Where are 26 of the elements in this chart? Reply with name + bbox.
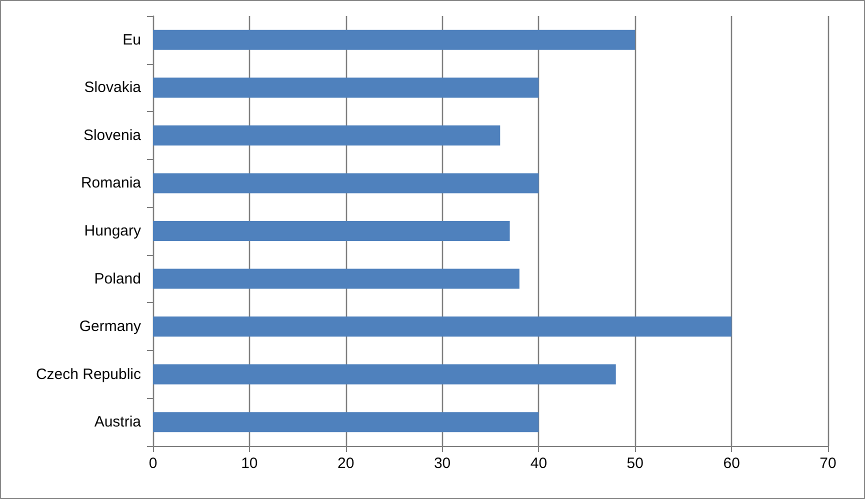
bar <box>153 125 500 146</box>
bar <box>153 78 539 98</box>
y-tick-label: Poland <box>94 270 141 288</box>
x-tick-label: 40 <box>530 455 548 472</box>
bar <box>153 268 520 289</box>
bar <box>153 30 636 50</box>
x-tick-label: 10 <box>241 455 258 472</box>
y-tick-label: Hungary <box>84 222 142 240</box>
y-tick-label: Romania <box>80 174 142 192</box>
y-tick-label: Austria <box>94 414 142 431</box>
y-tick-label: Slovakia <box>84 79 142 96</box>
y-tick-label: Czech Republic <box>36 366 142 383</box>
x-tick-label: 30 <box>434 455 451 472</box>
bar <box>153 412 539 432</box>
bar <box>153 173 539 194</box>
bar <box>153 220 510 242</box>
x-tick-label: 50 <box>626 455 644 472</box>
x-tick-label: 60 <box>723 455 740 472</box>
y-tick-label: Germany <box>79 318 142 336</box>
x-tick-label: 70 <box>820 455 836 472</box>
x-tick-label: 0 <box>148 455 158 472</box>
y-tick-label: Eu <box>122 31 141 48</box>
x-tick-label: 20 <box>338 455 354 472</box>
y-tick-label: Slovenia <box>83 126 142 144</box>
bar <box>153 364 616 384</box>
bar <box>153 316 732 337</box>
